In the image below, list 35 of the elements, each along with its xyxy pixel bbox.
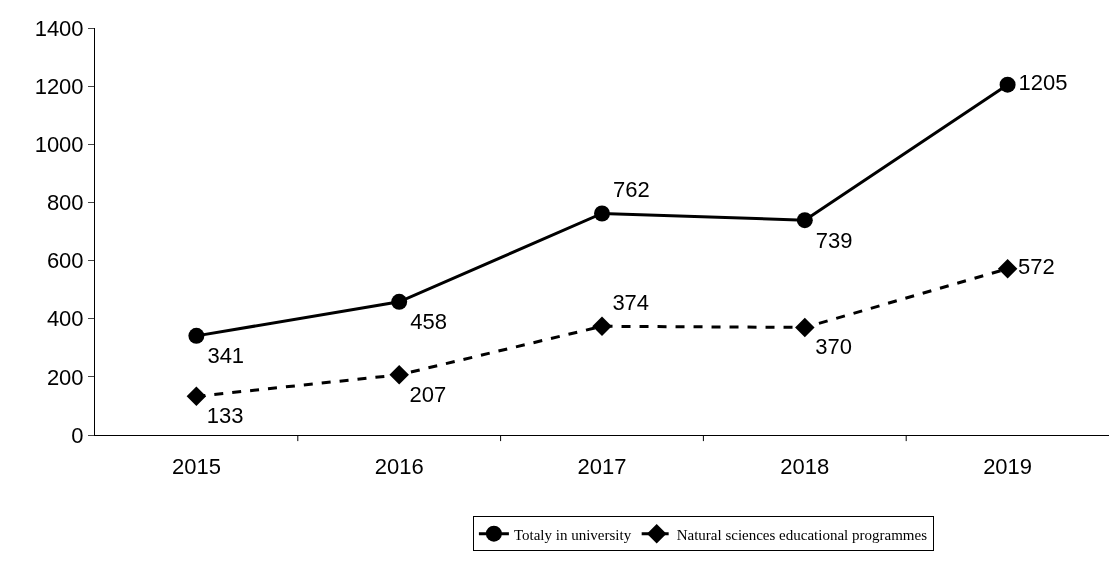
- point: [594, 205, 610, 222]
- x-tick-label: 2019: [983, 454, 1033, 480]
- data-label: 739: [815, 227, 853, 253]
- y-tick-label: 1200: [34, 73, 84, 99]
- x-tick-label: 2015: [171, 454, 221, 480]
- x-tick-label: 2018: [780, 454, 830, 480]
- legend-label: Natural sciences educational programmes: [676, 526, 928, 543]
- point: [186, 386, 207, 407]
- data-label: 1205: [1018, 70, 1068, 96]
- y-tick-label: 400: [46, 306, 84, 332]
- y-tick-label: 600: [46, 248, 84, 274]
- point: [796, 212, 813, 229]
- point: [592, 316, 612, 337]
- data-label: 133: [206, 403, 244, 429]
- point: [389, 365, 409, 385]
- point: [997, 258, 1018, 279]
- data-label: 762: [613, 176, 650, 202]
- y-tick-label: 200: [46, 364, 84, 390]
- data-label: 572: [1017, 254, 1055, 280]
- point: [391, 293, 408, 310]
- x-tick-label: 2017: [577, 454, 627, 480]
- legend-label: Totaly in university: [513, 526, 632, 543]
- data-label: 374: [612, 290, 650, 316]
- y-tick-label: 1000: [34, 131, 84, 157]
- data-label: 458: [410, 309, 447, 335]
- y-tick-label: 0: [71, 422, 84, 448]
- data-label: 341: [207, 343, 245, 369]
- point: [188, 327, 205, 344]
- point: [795, 317, 815, 338]
- y-tick-label: 1400: [34, 15, 84, 41]
- x-tick-label: 2016: [374, 454, 424, 480]
- y-tick-label: 800: [46, 190, 84, 216]
- data-label: 207: [409, 381, 447, 407]
- point: [999, 76, 1016, 93]
- data-label: 370: [815, 334, 852, 360]
